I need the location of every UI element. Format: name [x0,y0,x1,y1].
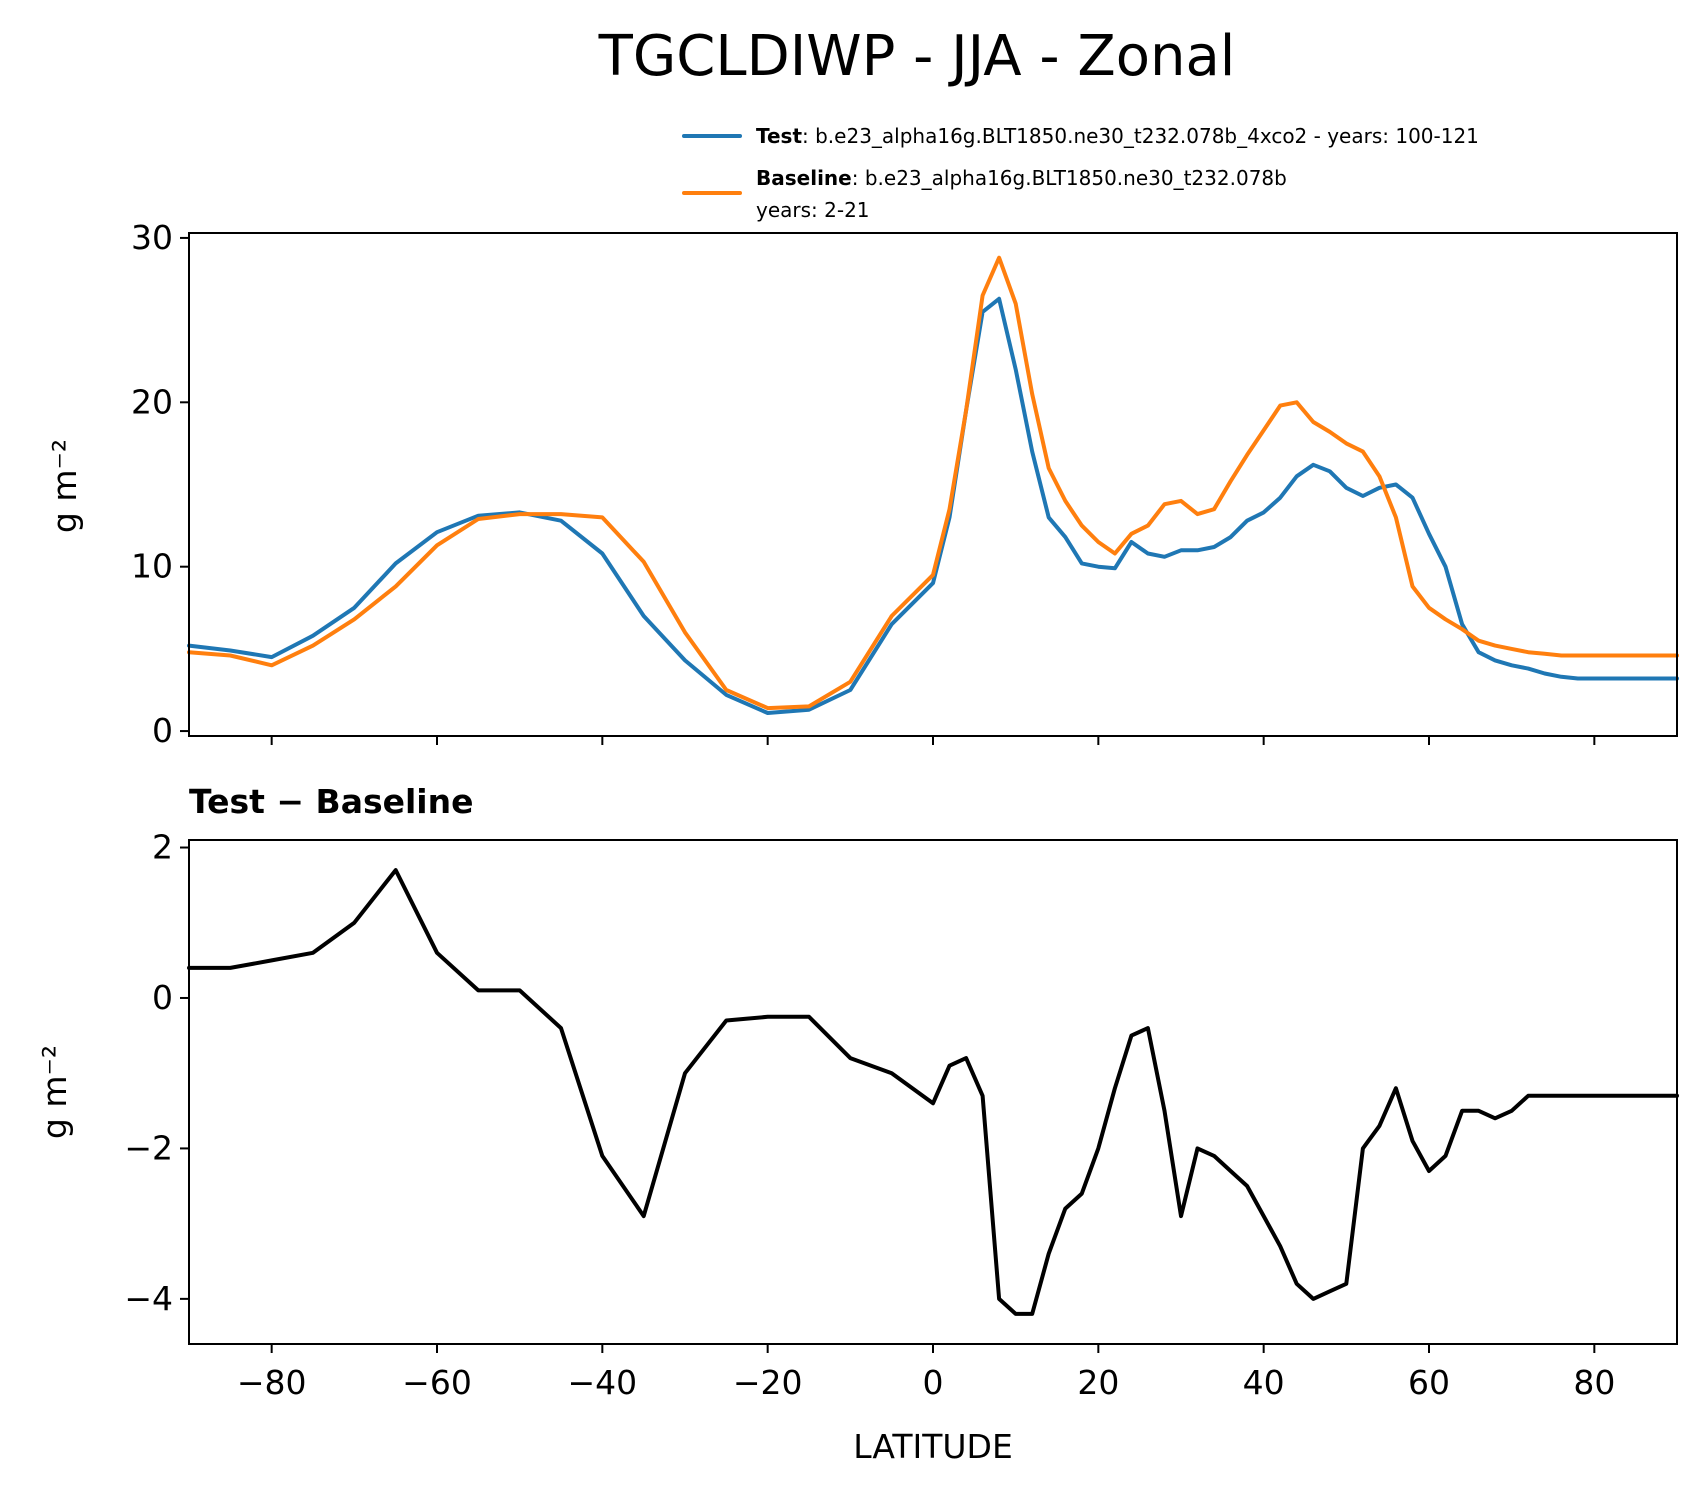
top-series [187,255,1679,715]
ytick-label: −4 [124,1279,173,1318]
series-line-baseline [187,255,1679,711]
ytick-label: 0 [152,978,173,1017]
legend-test-label: Test: b.e23_alpha16g.BLT1850.ne30_t232.0… [756,124,1479,148]
top-xticks [270,736,1596,745]
bottom-panel-title: Test − Baseline [189,782,474,821]
xtick-label: −80 [237,1363,307,1402]
xtick-label: −20 [733,1363,803,1402]
legend: Test: b.e23_alpha16g.BLT1850.ne30_t232.0… [682,124,1479,222]
xtick-label: 20 [1077,1363,1119,1402]
ytick-label: 10 [131,547,173,586]
bottom-series [187,868,1679,1316]
ytick-label: 30 [131,218,173,257]
chart-title: TGCLDIWP - JJA - Zonal [598,24,1236,89]
top-panel: g m⁻² 0 10 20 30 [45,218,1679,750]
bottom-panel: Test − Baseline g m⁻² −4−202 −80 −60 −40 −2… [35,782,1679,1402]
xtick-label: 40 [1243,1363,1285,1402]
top-ylabel: g m⁻² [45,439,84,533]
xtick-label: −40 [568,1363,638,1402]
legend-baseline-years: years: 2-21 [756,198,870,222]
ytick-label: 0 [152,711,173,750]
series-line-test [187,296,1679,715]
top-yticks: 0 10 20 30 [131,218,189,750]
ytick-label: 20 [131,382,173,421]
top-plot-frame [188,232,1678,737]
bottom-plot-frame [188,839,1678,1345]
xtick-label: −60 [402,1363,472,1402]
bottom-ylabel: g m⁻² [35,1045,74,1139]
xtick-label: 80 [1573,1363,1615,1402]
legend-baseline-label: Baseline: b.e23_alpha16g.BLT1850.ne30_t2… [756,166,1287,190]
ytick-label: 2 [152,828,173,867]
bottom-yticks: −4 −2 0 2 [124,828,189,1318]
x-axis-label: LATITUDE [853,1427,1013,1466]
xtick-label: 0 [923,1363,944,1402]
ytick-label: −2 [124,1128,173,1167]
bottom-xticks: −80 −60 −40 −20 0 20 40 60 80 [237,1344,1615,1402]
xtick-label: 60 [1408,1363,1450,1402]
series-line-test-baseline [187,868,1679,1316]
